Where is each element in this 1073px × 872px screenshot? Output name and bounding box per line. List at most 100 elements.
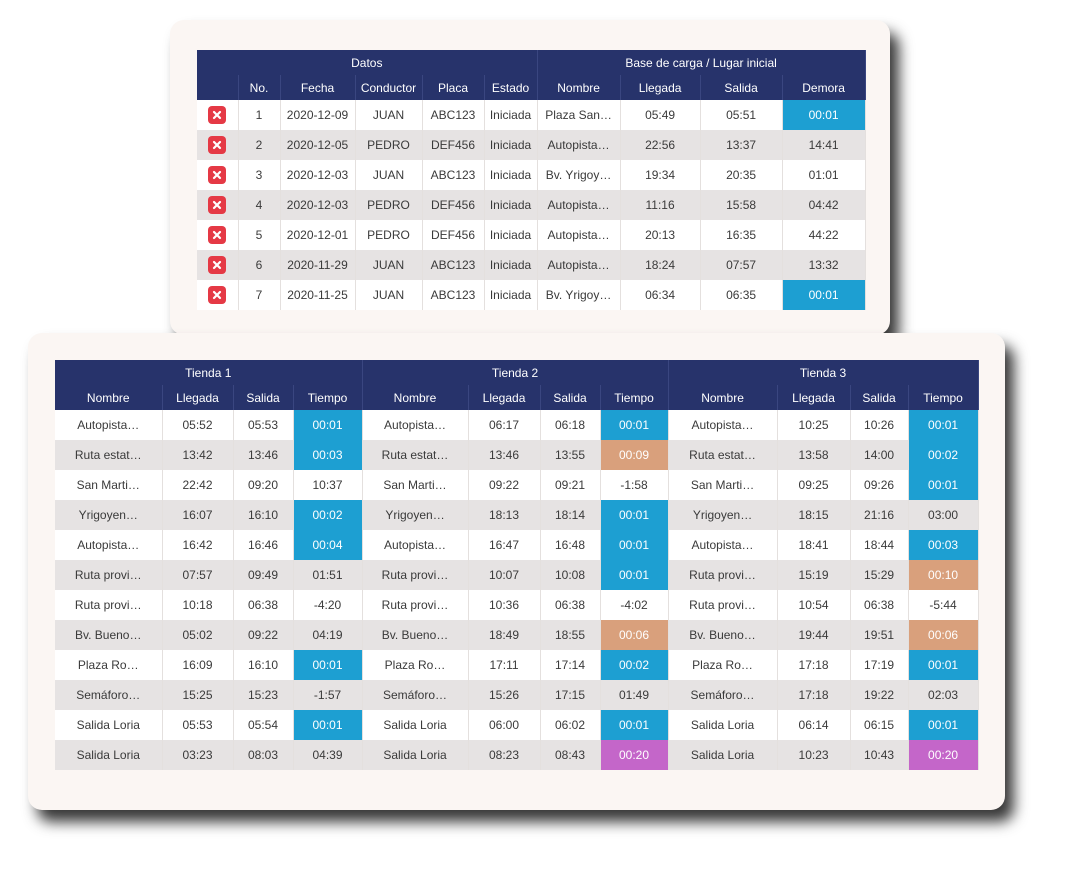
cell: 21:16 <box>850 500 909 530</box>
group-header-row: Tienda 1 Tienda 2 Tienda 3 <box>55 360 979 385</box>
cell: 16:46 <box>233 530 294 560</box>
action-cell <box>197 160 239 190</box>
cell: 10:54 <box>777 590 851 620</box>
cell: PEDRO <box>355 130 423 160</box>
cell: 00:02 <box>293 500 363 530</box>
cell: 16:48 <box>540 530 601 560</box>
cell: Ruta provi… <box>362 590 469 620</box>
delete-button[interactable] <box>208 256 227 274</box>
cell: 07:57 <box>162 560 234 590</box>
cell: 00:01 <box>600 500 669 530</box>
cell: 17:18 <box>777 650 851 680</box>
cell: 06:18 <box>540 410 601 440</box>
cell: Autopista… <box>362 530 469 560</box>
delete-button[interactable] <box>208 286 227 304</box>
cell: 18:41 <box>777 530 851 560</box>
cell: San Marti… <box>668 470 778 500</box>
cell: 15:25 <box>162 680 234 710</box>
cell: 04:42 <box>782 190 866 220</box>
cell: 06:38 <box>233 590 294 620</box>
cell: Autopista… <box>55 410 163 440</box>
cell: 18:55 <box>540 620 601 650</box>
header-cell: Nombre <box>55 385 163 410</box>
header-cell: Llegada <box>162 385 234 410</box>
action-cell <box>197 250 239 280</box>
table-row: 2 2020-12-05 PEDRO DEF456 Iniciada Autopista…… <box>197 130 866 160</box>
table-row: 6 2020-11-29 JUAN ABC123 Iniciada Autopista… 1… <box>197 250 866 280</box>
cell: 00:01 <box>293 710 363 740</box>
delete-button[interactable] <box>208 226 227 244</box>
table-row: Plaza Ro… 16:09 16:10 00:01 Plaza Ro… 17:11 17… <box>55 650 979 680</box>
cell: 16:10 <box>233 500 294 530</box>
cell: Semáforo… <box>668 680 778 710</box>
action-cell <box>197 220 239 250</box>
cell: Autopista… <box>537 220 621 250</box>
header-cell: Demora <box>782 75 866 100</box>
cell: 2020-11-29 <box>280 250 356 280</box>
header-cell: Nombre <box>668 385 778 410</box>
cell: 16:07 <box>162 500 234 530</box>
cell: 10:08 <box>540 560 601 590</box>
delete-button[interactable] <box>208 136 227 154</box>
cell: Autopista… <box>55 530 163 560</box>
cell: 06:14 <box>777 710 851 740</box>
cell: 04:19 <box>293 620 363 650</box>
cell: 20:13 <box>620 220 701 250</box>
cell: -1:57 <box>293 680 363 710</box>
cell: 44:22 <box>782 220 866 250</box>
cell: Salida Loria <box>55 710 163 740</box>
cell: 00:04 <box>293 530 363 560</box>
table-row: Semáforo… 15:25 15:23 -1:57 Semáforo… 15:26 17… <box>55 680 979 710</box>
stores-card: Tienda 1 Tienda 2 Tienda 3 Nombre Llegada Sal… <box>28 333 1005 810</box>
cell: 00:01 <box>600 560 669 590</box>
header-cell: Llegada <box>777 385 851 410</box>
table-row: 5 2020-12-01 PEDRO DEF456 Iniciada Autopista…… <box>197 220 866 250</box>
cell: 06:35 <box>700 280 783 310</box>
cell: Iniciada <box>484 100 538 130</box>
cell: 08:43 <box>540 740 601 770</box>
delete-button[interactable] <box>208 196 227 214</box>
cell: 15:29 <box>850 560 909 590</box>
cell: 00:20 <box>600 740 669 770</box>
cell: 18:44 <box>850 530 909 560</box>
cell: 20:35 <box>700 160 783 190</box>
cell: 00:20 <box>908 740 979 770</box>
cell: 09:49 <box>233 560 294 590</box>
cell: ABC123 <box>422 100 485 130</box>
cell: Iniciada <box>484 190 538 220</box>
delete-icon <box>213 170 222 180</box>
cell: 18:15 <box>777 500 851 530</box>
table-row: Salida Loria 03:23 08:03 04:39 Salida Loria 0… <box>55 740 979 770</box>
cell: 07:57 <box>700 250 783 280</box>
stores-table: Tienda 1 Tienda 2 Tienda 3 Nombre Llegada Sal… <box>55 360 979 770</box>
header-cell: Llegada <box>620 75 701 100</box>
cell: Iniciada <box>484 220 538 250</box>
delete-icon <box>213 290 222 300</box>
cell: -4:02 <box>600 590 669 620</box>
cell: 09:26 <box>850 470 909 500</box>
cell: 17:11 <box>468 650 541 680</box>
header-cell: Salida <box>850 385 909 410</box>
group-header: Base de carga / Lugar inicial <box>537 50 866 75</box>
cell: Iniciada <box>484 250 538 280</box>
cell: 11:16 <box>620 190 701 220</box>
header-cell: Estado <box>484 75 538 100</box>
header-cell: Tiempo <box>293 385 363 410</box>
cell: Ruta estat… <box>362 440 469 470</box>
cell: 13:37 <box>700 130 783 160</box>
delete-button[interactable] <box>208 166 227 184</box>
cell: JUAN <box>355 280 423 310</box>
cell: 00:01 <box>908 710 979 740</box>
cell: 00:01 <box>293 410 363 440</box>
cell: 03:23 <box>162 740 234 770</box>
cell: 7 <box>238 280 281 310</box>
cell: 16:35 <box>700 220 783 250</box>
cell: 06:02 <box>540 710 601 740</box>
cell: Autopista… <box>362 410 469 440</box>
cell: 05:51 <box>700 100 783 130</box>
table-row: San Marti… 22:42 09:20 10:37 San Marti… 09:22… <box>55 470 979 500</box>
header-cell: Tiempo <box>908 385 979 410</box>
cell: 00:01 <box>600 410 669 440</box>
cell: 06:34 <box>620 280 701 310</box>
delete-button[interactable] <box>208 106 227 124</box>
